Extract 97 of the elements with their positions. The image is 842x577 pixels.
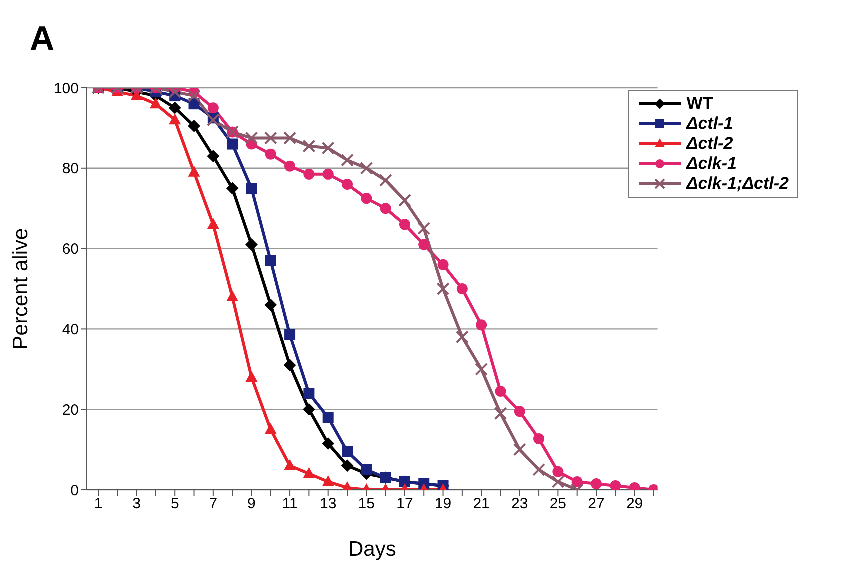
x-tick-label: 5 (170, 496, 180, 513)
point (246, 238, 258, 251)
x-tick-label: 19 (434, 496, 452, 513)
point (495, 386, 506, 398)
point (534, 433, 545, 444)
x-tick-label: 3 (132, 496, 141, 513)
point (265, 148, 276, 160)
point (168, 88, 182, 99)
point (169, 102, 182, 114)
point (226, 182, 239, 194)
point (303, 467, 316, 478)
point (227, 138, 238, 150)
y-tick-label: 20 (62, 402, 79, 419)
point (284, 160, 296, 172)
legend-label: Δclk-1 (686, 154, 737, 174)
point (284, 132, 297, 145)
point (322, 168, 334, 180)
point (532, 463, 546, 476)
point (342, 178, 353, 190)
point (360, 162, 374, 175)
y-tick-label: 100 (54, 80, 79, 98)
point (207, 150, 220, 162)
y-tick-label: 0 (70, 482, 79, 500)
point (322, 412, 334, 424)
point (436, 282, 450, 296)
chart-title: A (30, 20, 55, 59)
x-tick-label: 11 (282, 496, 298, 513)
point (322, 438, 334, 450)
y-tick-label: 80 (62, 160, 79, 178)
x-tick-label: 17 (396, 496, 414, 513)
point (379, 174, 392, 187)
point (284, 459, 296, 470)
point (245, 132, 258, 145)
x-tick-label: 1 (94, 496, 103, 513)
point (380, 203, 392, 214)
point (264, 423, 277, 434)
legend-label: Δctl-2 (686, 134, 734, 154)
x-tick-label: 15 (358, 496, 375, 513)
point (438, 259, 449, 270)
point (206, 114, 220, 127)
point (552, 466, 564, 478)
point (361, 464, 372, 476)
point (418, 222, 431, 236)
point (150, 98, 162, 109)
legend-label: Δclk-1;Δctl-2 (686, 174, 789, 194)
point (284, 329, 296, 340)
point (304, 168, 315, 180)
point (265, 255, 276, 266)
x-tick-label: 23 (512, 496, 528, 513)
legend-label: WT (686, 94, 714, 114)
point (399, 219, 410, 230)
point (207, 218, 220, 230)
point (188, 90, 201, 103)
point (514, 406, 526, 418)
point (494, 407, 508, 420)
point (513, 443, 526, 456)
x-tick-label: 7 (209, 496, 218, 513)
point (226, 290, 239, 302)
point (302, 140, 316, 153)
point (572, 476, 583, 488)
x-tick-label: 9 (248, 496, 256, 513)
x-axis-title: Days (348, 538, 396, 561)
point (476, 320, 488, 331)
point (398, 194, 412, 208)
x-tick-label: 25 (550, 496, 567, 513)
point (342, 460, 354, 472)
y-tick-label: 40 (62, 322, 79, 339)
point (188, 166, 200, 177)
x-tick-label: 29 (626, 496, 644, 513)
point (208, 102, 219, 114)
y-tick-label: 60 (62, 241, 79, 258)
point (304, 388, 315, 400)
point (322, 475, 334, 486)
point (169, 114, 182, 125)
point (264, 132, 278, 145)
x-tick-label: 13 (320, 496, 337, 513)
x-tick-label: 21 (473, 496, 490, 513)
point (246, 183, 258, 194)
point (591, 478, 602, 490)
point (246, 370, 258, 382)
point (342, 446, 353, 458)
point (284, 359, 296, 372)
point (361, 193, 372, 204)
y-axis-title: Percent alive (9, 228, 32, 350)
point (418, 239, 430, 250)
point (475, 362, 488, 376)
point (303, 404, 316, 416)
point (341, 154, 354, 167)
point (188, 120, 200, 132)
legend-label: Δctl-1 (686, 114, 734, 134)
point (610, 480, 622, 490)
point (552, 475, 565, 488)
point (456, 330, 469, 344)
point (456, 284, 468, 294)
x-tick-label: 27 (588, 496, 605, 513)
point (322, 142, 335, 155)
point (264, 299, 277, 312)
